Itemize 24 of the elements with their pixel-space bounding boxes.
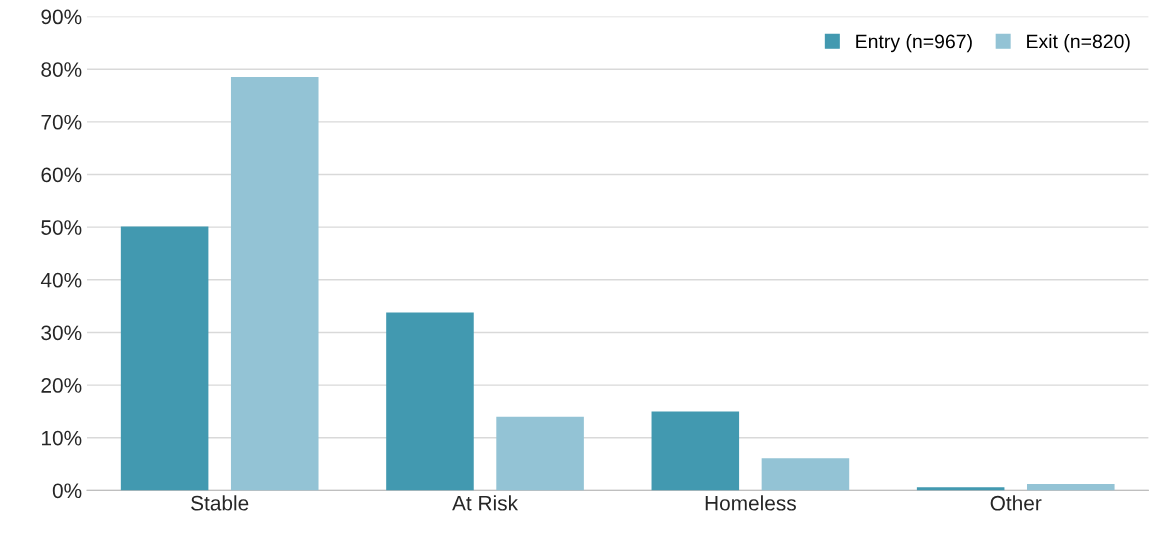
y-tick-label: 10% [42, 430, 82, 446]
x-tick-label: Other [990, 495, 1042, 511]
y-tick-label: 80% [41, 62, 82, 77]
y-tick-label: 70% [41, 114, 82, 130]
y-tick-label: 60% [41, 167, 82, 183]
bar [761, 458, 850, 491]
bar [386, 312, 474, 491]
y-tick-label: 0% [52, 483, 82, 499]
bar [1027, 484, 1115, 491]
bar [496, 416, 584, 491]
bar [120, 226, 209, 491]
y-tick-label: 30% [41, 325, 82, 341]
y-tick-label: 50% [41, 220, 82, 235]
legend-label: Exit (n=820) [1027, 34, 1130, 53]
x-tick-label: Homeless [705, 495, 796, 511]
x-tick-label: At Risk [452, 495, 519, 511]
y-tick-label: 90% [41, 9, 82, 25]
y-tick-label: 20% [41, 378, 82, 393]
x-tick-label: Stable [191, 495, 249, 511]
bar [651, 411, 740, 491]
bar [916, 487, 1005, 491]
bar [230, 77, 319, 491]
y-tick-label: 40% [40, 272, 82, 288]
legend-label: Entry (n=967) [856, 34, 972, 53]
